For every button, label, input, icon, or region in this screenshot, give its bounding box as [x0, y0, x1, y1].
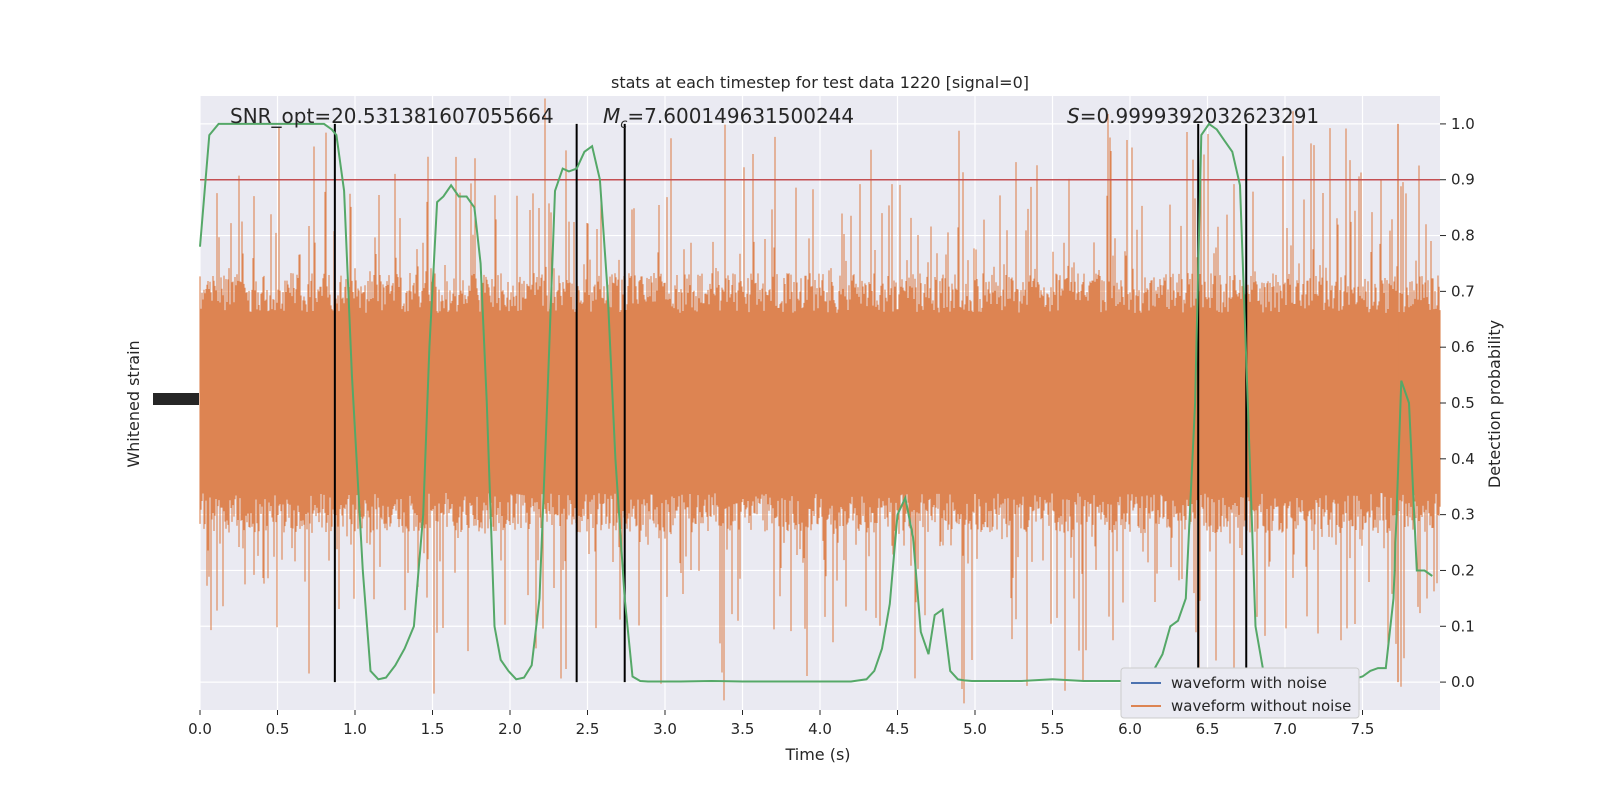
y-tick-label: 0.0: [1451, 673, 1475, 691]
y-tick-label: 0.7: [1451, 282, 1475, 300]
y-tick-label: 1.0: [1451, 115, 1475, 133]
annotation-mc: Mc=7.600149631500244: [603, 104, 854, 132]
x-tick-label: 5.0: [963, 720, 987, 738]
s-value: =0.9999392032623291: [1080, 104, 1319, 128]
y-left-axis-label: Whitened strain: [124, 340, 143, 467]
legend-label-with-noise: waveform with noise: [1171, 674, 1327, 692]
legend: waveform with noise waveform without noi…: [1120, 667, 1360, 719]
mc-subscript: c: [620, 117, 627, 132]
y-tick-label: 0.8: [1451, 227, 1475, 245]
mc-symbol: M: [603, 104, 620, 128]
x-axis-label: Time (s): [784, 745, 850, 764]
x-tick-label: 4.5: [886, 720, 910, 738]
mc-value: =7.600149631500244: [627, 104, 854, 128]
legend-label-without-noise: waveform without noise: [1171, 697, 1351, 715]
x-tick-label: 2.5: [576, 720, 600, 738]
waveform-without-noise-series: [199, 98, 1441, 704]
y-tick-label: 0.3: [1451, 506, 1475, 524]
x-tick-label: 6.0: [1118, 720, 1142, 738]
y-tick-label: 0.9: [1451, 171, 1475, 189]
x-tick-label: 1.5: [421, 720, 445, 738]
y-tick-label: 0.1: [1451, 617, 1475, 635]
x-tick-label: 0.5: [266, 720, 290, 738]
left-axis-tick-cluster: [153, 393, 199, 405]
s-symbol: S: [1067, 104, 1080, 128]
x-tick-label: 7.5: [1351, 720, 1375, 738]
annotation-s: S=0.9999392032623291: [1067, 104, 1319, 128]
y-right-axis-ticks: 0.0 0.1 0.2 0.3 0.4 0.5 0.6 0.7 0.8 0.9 1.0: [1440, 115, 1475, 691]
x-tick-label: 3.5: [731, 720, 755, 738]
annotation-snr: SNR_opt=20.531381607055664: [230, 104, 554, 128]
x-tick-label: 7.0: [1273, 720, 1297, 738]
y-right-axis-label: Detection probability: [1485, 320, 1504, 488]
waveform-without-noise-band: [199, 98, 1441, 704]
detection-probability-line: [199, 122, 1433, 683]
x-tick-label: 1.0: [343, 720, 367, 738]
y-tick-label: 0.4: [1451, 450, 1475, 468]
legend-box: [1120, 667, 1360, 719]
x-tick-label: 3.0: [653, 720, 677, 738]
x-tick-label: 5.5: [1041, 720, 1065, 738]
chart-title: stats at each timestep for test data 122…: [611, 73, 1029, 92]
x-tick-label: 6.5: [1196, 720, 1220, 738]
x-tick-label: 4.0: [808, 720, 832, 738]
y-tick-label: 0.5: [1451, 394, 1475, 412]
x-tick-label: 0.0: [188, 720, 212, 738]
y-tick-label: 0.2: [1451, 561, 1475, 579]
y-tick-label: 0.6: [1451, 338, 1475, 356]
x-axis-ticks: 0.0 0.5 1.0 1.5 2.0 2.5 3.0 3.5 4.0 4.5 5.0 5.5 6.0 6…: [188, 710, 1374, 738]
x-tick-label: 2.0: [498, 720, 522, 738]
